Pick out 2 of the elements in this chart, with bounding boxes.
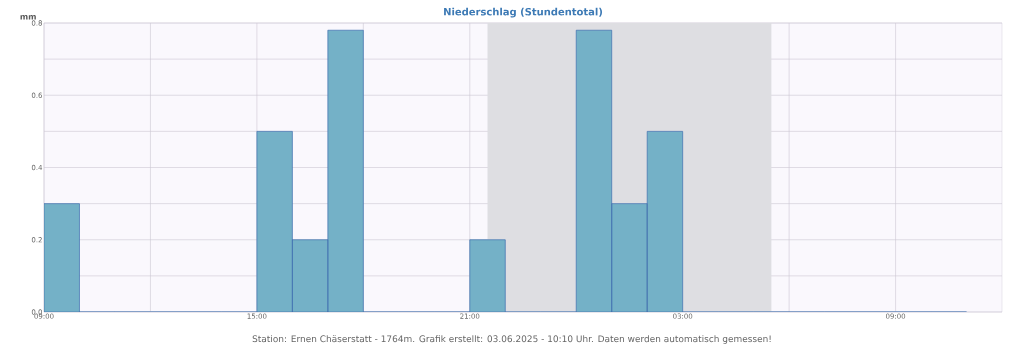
chart-title: Niederschlag (Stundentotal) [444, 7, 603, 18]
text: Station: Ernen Chäserstatt - 1764m. Grafik erstellt: 03.06.2025 - 10:10 Uhr. Daten werden automatisch gemessen! [252, 335, 771, 344]
